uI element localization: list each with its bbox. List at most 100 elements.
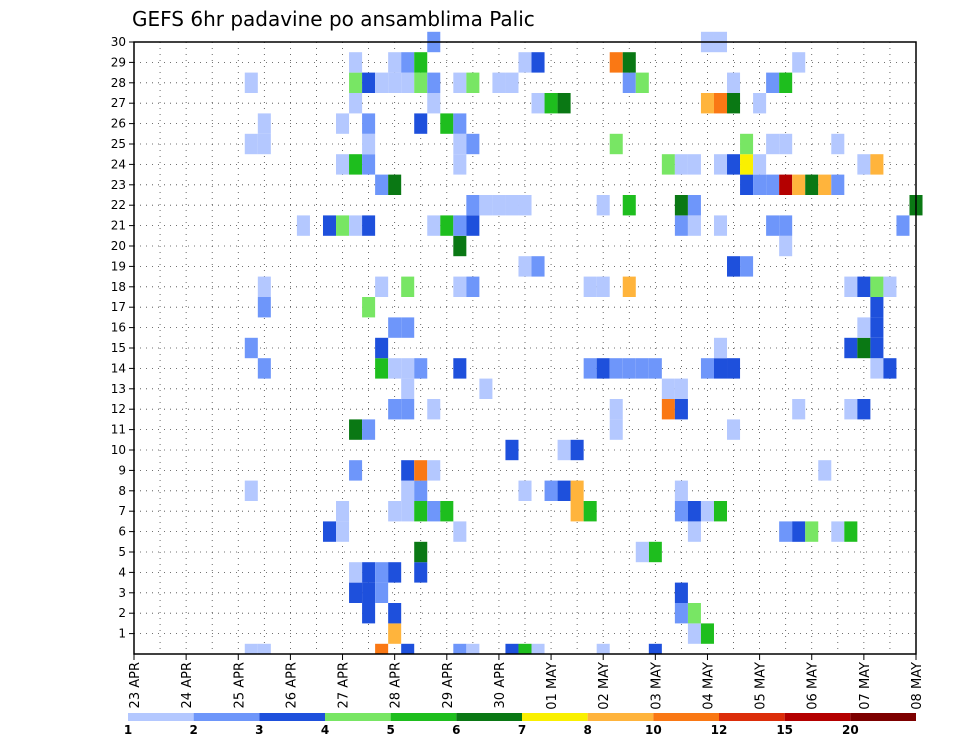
heatmap-cell (583, 358, 597, 379)
heatmap-cell (727, 419, 741, 440)
x-tick-label: 03 MAY (649, 662, 664, 710)
heatmap-cell (505, 643, 519, 654)
heatmap-cell (713, 215, 728, 236)
heatmap-cell (779, 235, 793, 257)
heatmap-cell (713, 501, 728, 522)
heatmap-cell (362, 582, 376, 603)
heatmap-cell (401, 378, 415, 399)
heatmap-cell (713, 154, 728, 175)
heatmap-cell (648, 643, 662, 654)
heatmap-cell (466, 195, 480, 216)
heatmap-cell (700, 358, 714, 379)
heatmap-cell (583, 501, 597, 522)
legend-label: 5 (386, 723, 394, 737)
heatmap-cell (753, 174, 767, 195)
chart-title: GEFS 6hr padavine po ansamblima Palic (132, 7, 535, 31)
heatmap-cell (349, 460, 363, 481)
heatmap-cell (505, 195, 519, 216)
heatmap-cell (596, 276, 610, 297)
heatmap-cell (674, 215, 688, 236)
heatmap-cell (244, 337, 258, 359)
heatmap-cell (727, 154, 741, 175)
y-tick-label: 21 (111, 219, 126, 233)
heatmap-cell (622, 358, 636, 379)
y-tick-label: 17 (111, 300, 126, 314)
y-tick-label: 18 (111, 280, 126, 294)
heatmap-cell (375, 276, 389, 297)
y-tick-label: 30 (111, 35, 126, 49)
x-tick-label: 24 APR (180, 662, 195, 708)
heatmap-cell (740, 154, 754, 175)
heatmap-cell (388, 603, 402, 624)
heatmap-cell (362, 113, 376, 134)
heatmap-cell (753, 154, 767, 175)
legend-label: 12 (711, 723, 728, 737)
x-tick-label: 06 MAY (806, 662, 821, 710)
heatmap-cell (700, 501, 714, 522)
heatmap-cell (622, 195, 636, 216)
heatmap-cell (375, 72, 389, 93)
heatmap-cell (713, 93, 728, 114)
heatmap-cell (870, 154, 884, 175)
heatmap-cell (336, 501, 350, 522)
legend-swatch (587, 713, 654, 721)
heatmap-cell (727, 256, 741, 277)
heatmap-cell (375, 582, 389, 603)
heatmap-cell (609, 419, 623, 440)
y-tick-label: 28 (111, 76, 126, 90)
heatmap-cell (453, 113, 467, 134)
x-tick-label: 23 APR (128, 662, 143, 708)
heatmap-cell (727, 72, 741, 93)
heatmap-cell (740, 174, 754, 195)
heatmap-cell (570, 480, 584, 501)
heatmap-cell (557, 93, 571, 114)
heatmap-cell (427, 72, 441, 93)
legend-swatch (850, 713, 916, 721)
heatmap-cell (766, 215, 780, 236)
heatmap-cell (831, 133, 845, 155)
heatmap-cell (401, 72, 415, 93)
heatmap-cell (544, 480, 558, 501)
heatmap-cell (336, 215, 350, 236)
legend-swatch (128, 713, 194, 721)
heatmap-cell (857, 317, 871, 338)
heatmap-cell (244, 72, 258, 93)
heatmap-cell (453, 215, 467, 236)
heatmap-cell (700, 623, 714, 644)
heatmap-cell (713, 337, 728, 359)
heatmap-cell (596, 643, 610, 654)
heatmap-cell (531, 256, 545, 277)
heatmap-cell (687, 521, 701, 542)
heatmap-cell (792, 174, 806, 195)
heatmap-cell (388, 174, 402, 195)
legend-swatch (193, 713, 260, 721)
heatmap-cell (609, 399, 623, 420)
heatmap-cell (518, 52, 532, 73)
heatmap-cell (674, 501, 688, 522)
heatmap-cell (375, 358, 389, 379)
heatmap-cell (388, 72, 402, 93)
heatmap-cell (414, 72, 428, 93)
x-tick-label: 05 MAY (754, 662, 769, 710)
heatmap-cell (609, 133, 623, 155)
heatmap-cell (388, 562, 402, 583)
heatmap-cell (870, 337, 884, 359)
y-tick-label: 11 (111, 423, 126, 437)
heatmap-cell (362, 154, 376, 175)
heatmap-cell (544, 93, 558, 114)
legend-label: 8 (583, 723, 591, 737)
heatmap-cell (779, 174, 793, 195)
heatmap-cell (362, 562, 376, 583)
heatmap-cell (414, 541, 428, 563)
heatmap-cell (727, 358, 741, 379)
y-tick-label: 29 (111, 55, 126, 69)
x-tick-label: 08 MAY (910, 662, 925, 710)
heatmap-cell (766, 133, 780, 155)
heatmap-cell (792, 521, 806, 542)
heatmap-cell (336, 154, 350, 175)
legend-swatch (653, 713, 719, 721)
heatmap-cell (570, 501, 584, 522)
heatmap-cell (635, 358, 649, 379)
heatmap-cell (362, 419, 376, 440)
